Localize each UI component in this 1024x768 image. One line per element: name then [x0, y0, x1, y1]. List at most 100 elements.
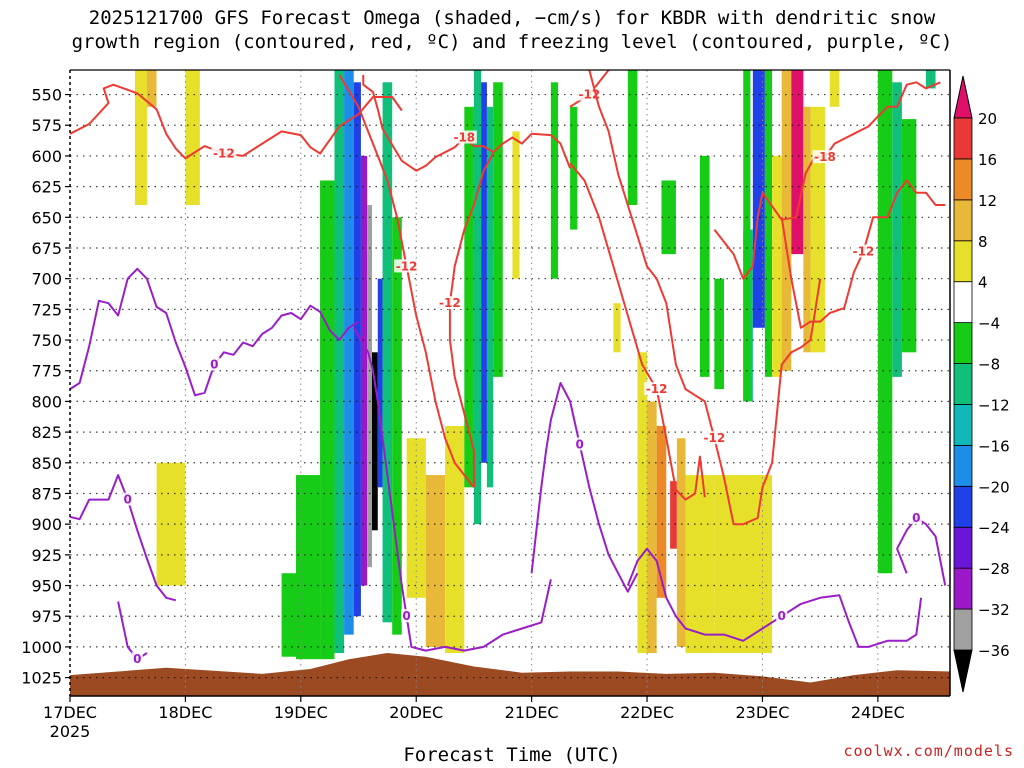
colorbar-label--12: −12: [978, 396, 1010, 414]
omega-cell-36: [699, 155, 710, 377]
x-tick-label-22DEC: 22DEC: [620, 703, 674, 722]
dgz-contour-3-label-bg: [437, 296, 463, 310]
omega-cell-52: [925, 70, 936, 89]
x-tick-label-18DEC: 18DEC: [158, 703, 212, 722]
omega-cell-17: [425, 475, 446, 647]
omega-cell-51: [901, 119, 917, 353]
omega-cell-19: [464, 106, 474, 488]
omega-cell-25: [550, 82, 559, 279]
omega-cell-27: [613, 303, 621, 353]
x-tick-sublabel-17DEC: 2025: [50, 722, 91, 741]
x-tick-label-20DEC: 20DEC: [389, 703, 443, 722]
omega-cell-5: [296, 475, 321, 660]
omega-cell-12: [371, 352, 378, 531]
dgz-contour-0-label: -12: [213, 146, 235, 160]
y-tick-label-550: 550: [31, 86, 62, 105]
omega-cell-43: [772, 155, 782, 377]
freezing-contour-2-label-bg: [131, 652, 143, 666]
colorbar-swatch--20-to--16: [953, 444, 973, 487]
dgz-contour-4-label-bg: [644, 382, 670, 396]
omega-cell-24: [512, 131, 520, 279]
freezing-contour-0-label: 0: [210, 358, 218, 372]
omega-cell-13: [377, 278, 383, 488]
freezing-contour-4-label-bg: [574, 437, 586, 451]
freezing-contour-1-label-bg: [122, 492, 134, 506]
terrain-layer: [70, 653, 950, 696]
omega-cell-22: [486, 106, 494, 488]
colorbar-swatch--36-to--32: [953, 608, 973, 651]
y-tick-label-1000: 1000: [21, 638, 62, 657]
credit-text: coolwx.com/models: [843, 742, 1014, 760]
omega-cell-28: [627, 70, 638, 206]
omega-cell-21: [481, 82, 487, 463]
freezing-contour-5-label: 0: [778, 609, 786, 623]
omega-cell-29: [637, 352, 648, 654]
x-tick-label-17DEC: 17DEC: [43, 703, 97, 722]
omega-cell-42: [764, 70, 773, 377]
freezing-contour-6-label: 0: [912, 511, 920, 525]
omega-cell-2: [185, 70, 200, 206]
colorbar-label-16: 16: [978, 151, 997, 169]
colorbar-swatch-4-to-8: [953, 240, 973, 283]
dgz-contour-2-label-bg: [394, 259, 420, 273]
colorbar-swatch--8-to--4: [953, 322, 973, 364]
y-axis: 550 575 600 625 650 675 700 725 750 775 800 825 850 8…: [21, 86, 70, 688]
colorbar-bottom-arrow: [953, 649, 973, 693]
chart-title-line1: 2025121700 GFS Forecast Omega (shaded, −…: [88, 7, 936, 29]
omega-cell-4: [281, 573, 297, 657]
dgz-contour-1-label: -18: [453, 131, 475, 145]
omega-cell-16: [406, 438, 426, 598]
x-tick-label-21DEC: 21DEC: [505, 703, 559, 722]
dgz-contour-6-label: -12: [704, 431, 726, 445]
omega-cell-44: [781, 70, 792, 371]
y-tick-label-625: 625: [31, 178, 62, 197]
omega-cell-40: [743, 70, 751, 402]
x-tick-label-24DEC: 24DEC: [851, 703, 905, 722]
omega-cell-41: [752, 70, 765, 328]
y-tick-label-725: 725: [31, 300, 62, 319]
omega-cell-48: [829, 70, 840, 107]
y-tick-label-1025: 1025: [21, 669, 62, 688]
terrain-area: [70, 653, 950, 696]
omega-cell-0: [134, 70, 147, 206]
omega-cell-47: [810, 106, 825, 353]
omega-cell-14: [382, 82, 393, 623]
y-tick-label-950: 950: [31, 577, 62, 596]
x-tick-label-23DEC: 23DEC: [735, 703, 789, 722]
colorbar-swatch--12-to--8: [953, 363, 973, 405]
chart-title-line2: growth region (contoured, red, ºC) and f…: [71, 31, 953, 53]
colorbar-label-20: 20: [978, 110, 997, 128]
omega-cell-11: [367, 205, 372, 568]
freezing-contour-4-label: 0: [576, 437, 584, 451]
dgz-contour-2-label: -12: [396, 259, 418, 273]
colorbar-swatch--4-to-4: [953, 281, 973, 324]
y-tick-label-900: 900: [31, 515, 62, 534]
colorbar-label-4: 4: [978, 274, 988, 292]
dgz-contour-8-label-bg: [850, 244, 876, 258]
colorbar-label-8: 8: [978, 233, 988, 251]
dgz-contour-1-label-bg: [451, 130, 477, 144]
colorbar-legend: −36 −32 −28 −24 −20 −16 −12 −8 −4 4 8 12 16 20: [953, 75, 1010, 693]
colorbar-label--28: −28: [978, 560, 1010, 578]
omega-cell-45: [791, 70, 804, 255]
omega-cell-37: [714, 278, 724, 390]
freezing-contour-5-label-bg: [776, 609, 788, 623]
colorbar-swatch-16-to-20: [953, 117, 973, 160]
omega-cell-20: [473, 70, 482, 525]
y-tick-label-675: 675: [31, 239, 62, 258]
omega-cell-18: [445, 425, 465, 654]
y-tick-label-875: 875: [31, 484, 62, 503]
colorbar-label--32: −32: [978, 601, 1010, 619]
y-tick-label-925: 925: [31, 546, 62, 565]
freezing-contour-4: [530, 382, 639, 593]
colorbar-label--8: −8: [978, 356, 1000, 374]
omega-cell-50: [892, 82, 902, 377]
colorbar-swatch-8-to-12: [953, 199, 973, 242]
omega-cell-46: [803, 106, 811, 353]
colorbar-swatch--24-to--20: [953, 485, 973, 528]
colorbar-label--36: −36: [978, 642, 1010, 660]
freezing-contour-6-label-bg: [910, 511, 922, 525]
omega-cell-31: [656, 425, 667, 598]
